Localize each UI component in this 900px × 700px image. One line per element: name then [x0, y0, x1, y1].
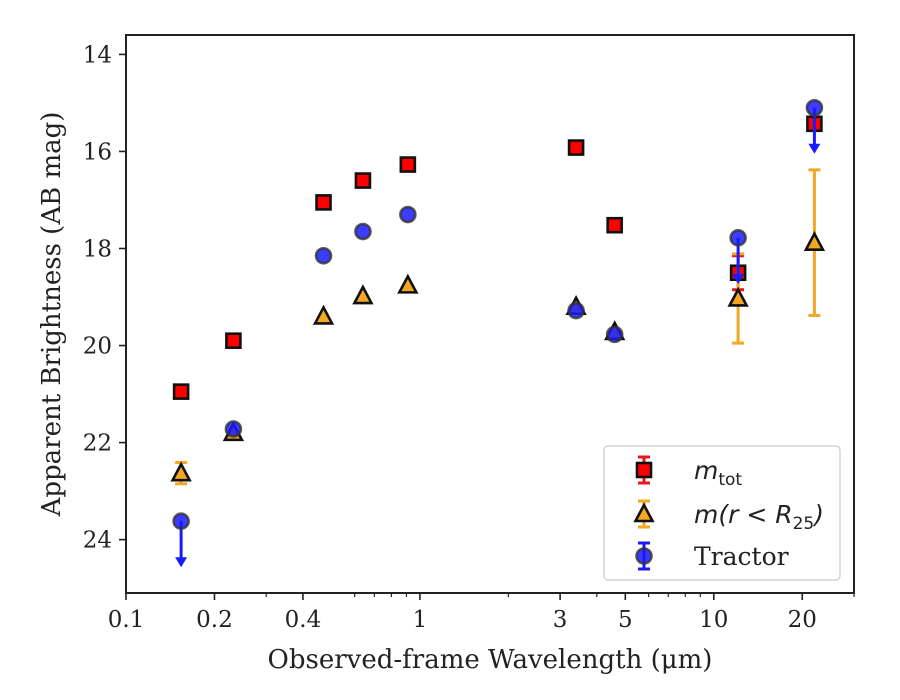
data-point-tractor — [314, 246, 333, 265]
legend-marker-tractor — [635, 547, 653, 565]
data-point-mr25 — [803, 230, 826, 251]
series-tractor — [172, 98, 824, 568]
data-point-mr25 — [170, 461, 192, 482]
data-point-mtot — [225, 332, 242, 349]
data-point-tractor — [605, 325, 624, 344]
y-tick-label: 14 — [83, 42, 112, 68]
data-point-mr25 — [352, 284, 374, 305]
series-mtot — [172, 115, 823, 400]
data-point-mtot — [606, 216, 623, 234]
upper-limit-arrowhead — [732, 273, 745, 284]
legend-marker-mtot — [635, 461, 653, 479]
y-axis: 14 16 18 20 22 24 — [83, 42, 126, 554]
x-tick-label: 10 — [699, 607, 728, 633]
y-tick-label: 16 — [83, 139, 112, 165]
data-point-tractor — [399, 205, 417, 224]
legend-label-tractor: Tractor — [694, 542, 789, 571]
x-tick-label: 0.4 — [285, 607, 322, 633]
y-tick-label: 20 — [83, 334, 112, 360]
data-point-tractor — [805, 98, 824, 117]
legend-box — [603, 445, 841, 581]
data-point-mr25 — [397, 273, 419, 294]
x-tick-label: 20 — [788, 607, 817, 633]
plot-marks — [170, 98, 826, 568]
data-point-mtot — [567, 139, 585, 156]
data-point-mtot — [354, 172, 372, 189]
x-tick-label: 0.2 — [196, 607, 233, 633]
x-tick-label: 3 — [553, 607, 568, 633]
x-tick-label: 1 — [413, 607, 428, 633]
data-point-tractor — [354, 222, 372, 241]
y-tick-label: 24 — [83, 528, 112, 554]
data-point-mr25 — [727, 286, 749, 307]
legend-label-mr25: m(r < R25) — [694, 500, 824, 534]
y-tick-label: 18 — [83, 236, 112, 262]
data-point-tractor — [567, 301, 585, 320]
data-point-mtot — [399, 156, 417, 173]
upper-limit-arrowhead — [808, 143, 821, 154]
x-axis-label: Observed-frame Wavelength (μm) — [268, 645, 713, 675]
legend: mtot m(r < R25) Tractor — [603, 445, 841, 581]
series-mr25 — [170, 168, 826, 486]
data-point-mr25 — [312, 304, 335, 325]
legend-marker-mr25 — [633, 502, 655, 523]
y-axis-label: Apparent Brightness (AB mag) — [37, 112, 67, 518]
data-point-tractor — [729, 229, 747, 247]
data-point-mtot — [172, 383, 190, 400]
legend-label-mtot: mtot — [694, 456, 742, 490]
data-point-tractor — [224, 420, 243, 438]
x-axis: 0.1 0.2 0.4 1 3 5 10 20 — [108, 593, 855, 633]
x-tick-label: 5 — [618, 607, 633, 633]
x-tick-label: 0.1 — [108, 607, 145, 633]
upper-limit-arrowhead — [175, 557, 188, 568]
data-point-mtot — [315, 194, 332, 211]
data-point-tractor — [172, 512, 190, 530]
y-tick-label: 22 — [83, 431, 112, 457]
plot-frame — [125, 34, 855, 594]
